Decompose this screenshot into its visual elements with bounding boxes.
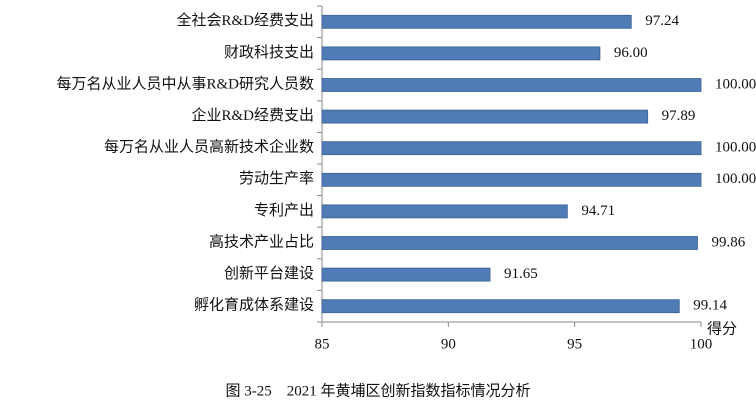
bar [321, 14, 632, 29]
category-label: 每万名从业人员高新技术企业数 [104, 138, 314, 156]
bar [321, 236, 698, 250]
x-tick-label: 90 [441, 336, 456, 352]
category-label: 财政科技支出 [224, 44, 314, 61]
bar [321, 267, 491, 282]
value-label: 97.24 [645, 13, 679, 29]
value-label: 100.00 [715, 76, 756, 92]
bar [321, 299, 680, 314]
category-label: 专利产出 [254, 202, 314, 219]
chart-title: 图 3-25 2021 年黄埔区创新指数指标情况分析 [226, 382, 531, 399]
value-label: 91.65 [504, 266, 538, 282]
category-label: 高技术产业占比 [209, 233, 314, 250]
bar [321, 204, 568, 219]
x-axis-label: 得分 [707, 320, 737, 337]
bar [321, 46, 601, 61]
category-label: 孵化育成体系建设 [194, 297, 314, 314]
category-label: 劳动生产率 [239, 170, 314, 187]
category-label: 企业R&D经费支出 [191, 106, 314, 124]
value-label: 99.86 [711, 234, 745, 250]
x-tick-label: 100 [690, 336, 713, 352]
value-label: 94.71 [581, 203, 615, 219]
category-label: 创新平台建设 [224, 265, 314, 282]
bar [321, 172, 702, 187]
bar [321, 78, 702, 92]
bar [321, 109, 649, 124]
value-label: 97.89 [662, 108, 696, 124]
value-label: 99.14 [693, 298, 727, 314]
x-tick-label: 85 [315, 336, 330, 352]
category-label: 全社会R&D经费支出 [176, 11, 314, 29]
bar [321, 141, 702, 156]
value-label: 96.00 [614, 45, 648, 61]
category-label: 每万名从业人员中从事R&D研究人员数 [56, 75, 314, 92]
x-tick-label: 95 [567, 336, 582, 352]
value-label: 100.00 [715, 140, 756, 156]
value-label: 100.00 [715, 171, 756, 187]
